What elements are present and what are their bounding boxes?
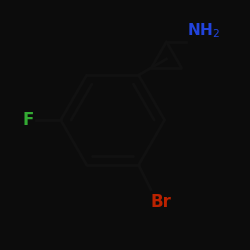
Text: Br: Br bbox=[151, 194, 172, 212]
Text: NH$_2$: NH$_2$ bbox=[188, 22, 220, 40]
Text: F: F bbox=[22, 111, 34, 129]
